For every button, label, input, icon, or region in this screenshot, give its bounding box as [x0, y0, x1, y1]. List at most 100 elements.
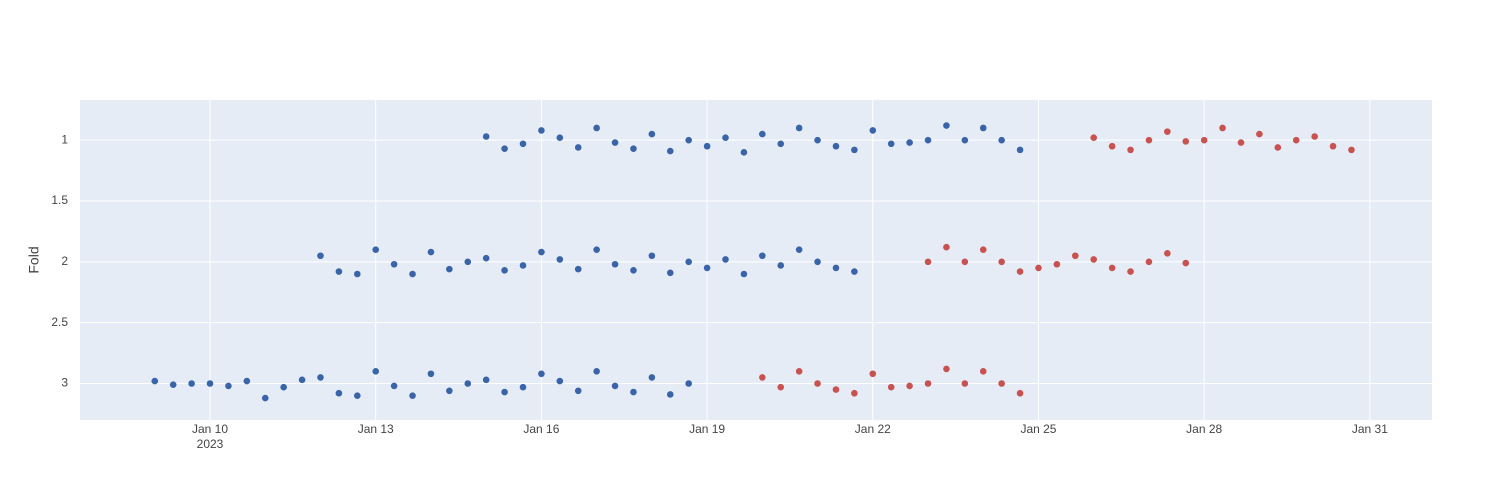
point: [390, 260, 398, 268]
point: [998, 136, 1005, 144]
x-tick-label: Jan 16: [523, 422, 559, 436]
point: [630, 388, 637, 396]
point: [519, 262, 527, 269]
point: [298, 376, 306, 384]
point: [574, 144, 582, 151]
point: [979, 124, 987, 132]
point: [446, 265, 453, 273]
point: [1348, 146, 1355, 154]
point: [851, 268, 858, 275]
x-tick-label: Jan 13: [358, 422, 394, 436]
point: [759, 374, 766, 381]
point: [151, 377, 159, 385]
point: [538, 370, 545, 378]
point: [519, 140, 527, 148]
point: [666, 147, 674, 155]
point: [280, 383, 287, 391]
point: [777, 383, 785, 391]
point: [482, 133, 490, 140]
point: [685, 380, 692, 387]
y-tick-label: 1: [61, 132, 68, 146]
point: [906, 139, 913, 146]
point: [206, 380, 214, 387]
point: [685, 258, 692, 266]
point: [317, 252, 324, 260]
point: [1237, 139, 1245, 146]
point: [795, 246, 803, 253]
point: [482, 376, 490, 384]
point: [722, 256, 729, 263]
x-tick-label: Jan 25: [1020, 422, 1056, 436]
point: [943, 243, 950, 251]
point: [979, 368, 987, 375]
point: [648, 374, 656, 381]
y-tick-label: 3: [61, 376, 68, 390]
point: [1072, 252, 1079, 260]
point: [961, 258, 969, 266]
point: [851, 146, 858, 154]
point: [740, 149, 748, 156]
point: [169, 381, 177, 389]
point: [759, 252, 766, 260]
point: [501, 145, 508, 152]
point: [335, 268, 343, 275]
point: [390, 382, 398, 390]
point: [648, 252, 656, 260]
point: [1090, 256, 1098, 263]
point: [446, 387, 453, 395]
point: [1145, 258, 1153, 266]
point: [427, 370, 435, 378]
point: [409, 392, 416, 399]
point: [851, 389, 858, 397]
point: [1035, 264, 1042, 272]
point: [501, 267, 508, 274]
point: [1108, 142, 1116, 150]
point: [464, 258, 472, 266]
point: [538, 248, 545, 256]
y-tick-label: 1.5: [51, 193, 68, 207]
x-tick-label: Jan 22: [855, 422, 891, 436]
point: [225, 382, 232, 390]
point: [1182, 138, 1190, 145]
x-tick-label: Jan 19: [689, 422, 725, 436]
point: [685, 136, 692, 144]
point: [317, 374, 324, 381]
point: [1016, 146, 1024, 154]
point: [795, 124, 803, 132]
point: [1016, 389, 1024, 397]
point: [1274, 144, 1282, 151]
point: [924, 258, 932, 266]
point: [1145, 136, 1153, 144]
point: [1182, 259, 1190, 267]
point: [703, 264, 711, 272]
point: [1164, 250, 1171, 257]
point: [832, 142, 840, 150]
point: [556, 377, 564, 385]
point: [666, 269, 674, 277]
point: [354, 270, 361, 278]
point: [869, 370, 877, 378]
point: [1256, 130, 1263, 138]
point: [1090, 134, 1098, 142]
point: [814, 258, 821, 266]
point: [648, 130, 656, 138]
point: [372, 368, 380, 375]
point: [814, 136, 821, 144]
point: [814, 380, 821, 387]
point: [427, 248, 435, 256]
point: [998, 258, 1005, 266]
point: [943, 122, 950, 129]
point: [409, 270, 416, 278]
point: [538, 127, 545, 134]
point: [519, 383, 527, 391]
point: [759, 130, 766, 138]
point: [354, 392, 361, 399]
point: [556, 134, 564, 142]
point: [482, 254, 490, 262]
point: [243, 377, 251, 385]
x-tick-label: Jan 28: [1186, 422, 1222, 436]
point: [611, 139, 619, 146]
x-tick-label: Jan 10: [192, 422, 228, 436]
point: [593, 368, 600, 375]
point: [611, 260, 619, 268]
